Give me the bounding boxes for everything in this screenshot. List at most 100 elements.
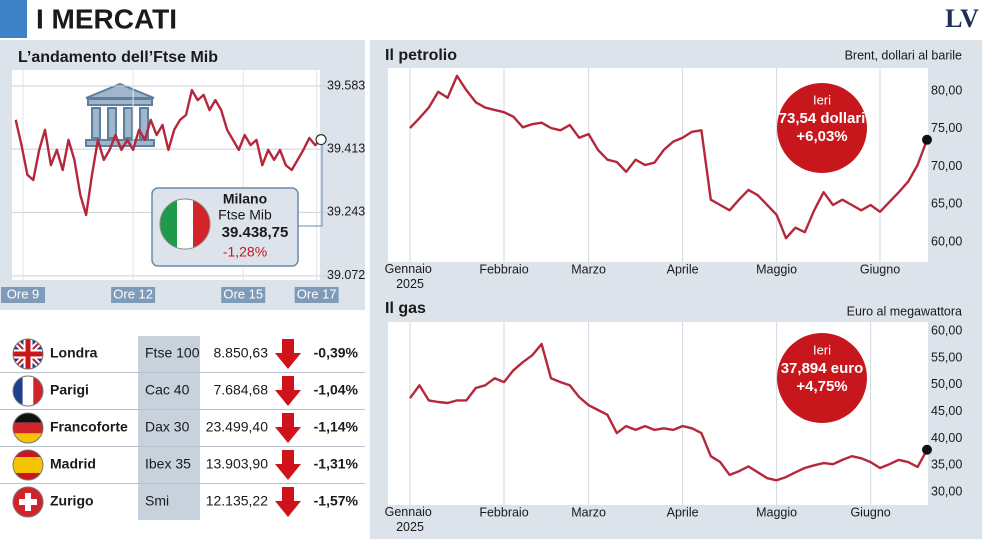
y-tick-label: 65,00	[931, 197, 962, 211]
line-series	[14, 88, 322, 217]
y-tick-label: 39.072	[327, 268, 365, 282]
x-tick-label: Febbraio	[479, 262, 528, 276]
annotation-label: Ieri	[813, 92, 831, 107]
y-tick-label: 39.413	[327, 141, 365, 155]
country-flag	[12, 375, 44, 407]
annotation-circle	[777, 333, 867, 423]
y-tick-label: 45,00	[931, 404, 962, 418]
flag-ring	[12, 412, 44, 444]
x-tick-label: Gennaio 2025	[385, 262, 436, 291]
italy-flag	[159, 198, 211, 250]
index-value: 23.499,40	[206, 419, 268, 435]
logo: LV	[945, 4, 979, 33]
flag-cross	[25, 493, 31, 511]
index-value: 12.135,22	[206, 493, 268, 509]
flag-stripe	[13, 473, 43, 480]
country-flag	[12, 449, 44, 481]
annotation-circle	[777, 83, 867, 173]
annotation-label: Ieri	[813, 342, 831, 357]
y-tick-label: 39.243	[327, 205, 365, 219]
city: Francoforte	[50, 419, 128, 435]
index-change: -1,04%	[314, 382, 359, 398]
flag-ring	[12, 486, 44, 518]
x-tick-label: Aprile	[667, 505, 699, 519]
x-tick-label: Ore 17	[297, 286, 337, 301]
annotation-change: +6,03%	[796, 128, 847, 145]
y-tick-label: 80,00	[931, 83, 962, 97]
x-tick-box	[111, 287, 156, 303]
flag-stripe	[13, 422, 43, 434]
flag-stripe	[193, 199, 210, 249]
index-change: -1,31%	[314, 456, 359, 472]
y-tick-label: 60,00	[931, 323, 962, 337]
flag-ring	[12, 375, 44, 407]
x-tick-label: Giugno	[850, 505, 890, 519]
index-value: 8.850,63	[214, 345, 269, 361]
index-change: -1,57%	[314, 493, 359, 509]
down-arrow	[275, 487, 301, 517]
chart-subtitle: Euro al megawattora	[847, 304, 962, 318]
city: Londra	[50, 345, 98, 361]
annotation-value: 37,894 euro	[781, 360, 864, 377]
x-tick-label: Marzo	[571, 505, 606, 519]
flag-ring	[159, 198, 211, 250]
x-tick-label: Marzo	[571, 262, 606, 276]
chart-title: Il gas	[385, 300, 426, 317]
chart-subtitle: Brent, dollari al barile	[845, 48, 962, 62]
building-icon	[85, 82, 155, 147]
x-tick-label: Ore 12	[113, 286, 153, 301]
callout-subtitle: Ftse Mib	[218, 207, 272, 223]
flag-stripe	[33, 376, 43, 406]
annotation-value: 73,54 dollari	[779, 110, 866, 127]
country-flag	[12, 338, 44, 370]
callout-connector	[298, 145, 323, 227]
line-series	[409, 342, 929, 482]
flag-stripe	[177, 199, 194, 249]
last-point	[922, 134, 932, 145]
flag-stripe	[160, 199, 177, 249]
y-tick-label: 30,00	[931, 484, 962, 498]
city: Madrid	[50, 456, 96, 472]
flag-cross	[25, 339, 31, 369]
y-tick-label: 60,00	[931, 234, 962, 248]
country-flag	[12, 486, 44, 518]
last-point	[315, 133, 327, 146]
flag-stripe	[13, 376, 23, 406]
x-tick-label: Giugno	[860, 262, 900, 276]
flag-stripe	[13, 413, 43, 423]
chart-title: L’andamento dell’Ftse Mib	[18, 49, 218, 66]
down-arrow	[275, 413, 301, 443]
index-value: 13.903,90	[206, 456, 268, 472]
index-name: Ibex 35	[145, 456, 191, 472]
y-tick-label: 75,00	[931, 121, 962, 135]
index-value: 7.684,68	[214, 382, 269, 398]
last-point	[922, 444, 932, 455]
down-arrow	[275, 450, 301, 480]
annotation-change: +4,75%	[796, 378, 847, 395]
y-tick-label: 39.583	[327, 78, 365, 92]
city: Zurigo	[50, 493, 94, 509]
index-column	[138, 336, 200, 520]
index-change: -0,39%	[314, 345, 359, 361]
callout-value: 39.438,75	[222, 224, 289, 241]
x-tick-label: Aprile	[667, 262, 699, 276]
flag-stripe	[22, 376, 34, 406]
chart-title: Il petrolio	[385, 47, 457, 64]
y-tick-label: 40,00	[931, 431, 962, 445]
y-tick-label: 35,00	[931, 458, 962, 472]
line-series	[409, 74, 929, 240]
y-tick-label: 50,00	[931, 377, 962, 391]
x-tick-label: Maggio	[756, 262, 797, 276]
x-tick-label: Maggio	[756, 505, 797, 519]
index-name: Cac 40	[145, 382, 190, 398]
index-change: -1,14%	[314, 419, 359, 435]
x-tick-box	[294, 287, 339, 303]
flag-stripe	[13, 450, 43, 457]
x-tick-box	[1, 287, 46, 303]
city: Parigi	[50, 382, 89, 398]
down-arrow	[275, 339, 301, 369]
country-flag	[12, 412, 44, 444]
header-title: I MERCATI	[36, 3, 177, 34]
index-name: Smi	[145, 493, 169, 509]
